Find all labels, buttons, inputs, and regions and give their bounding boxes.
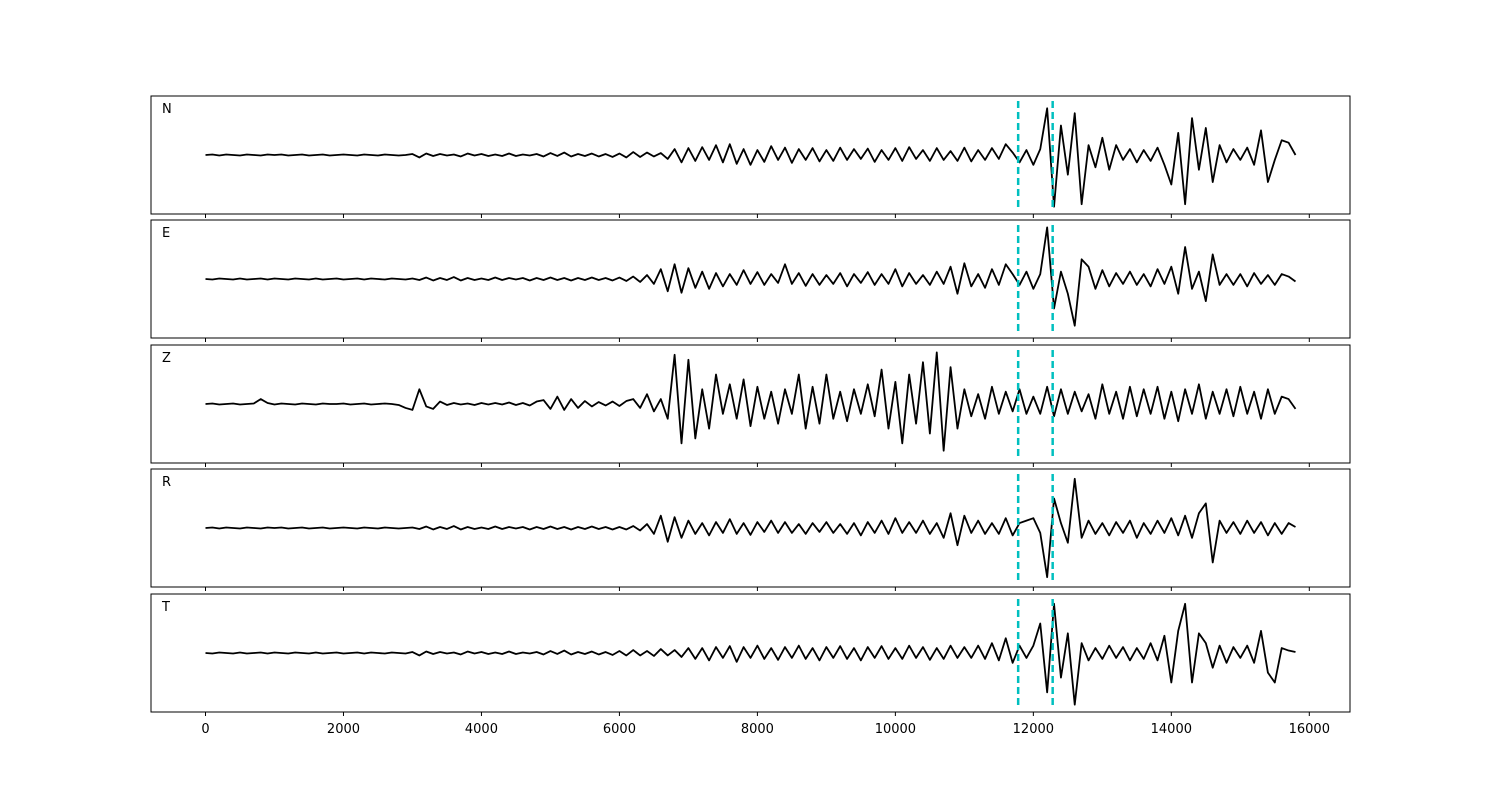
panel-frame	[150, 95, 1351, 215]
panel-label: E	[162, 226, 170, 241]
x-tick-label: 8000	[741, 722, 774, 737]
trace	[205, 351, 1297, 452]
panel-frame	[150, 593, 1351, 713]
panel-label: R	[162, 475, 171, 490]
panel-label: T	[161, 600, 170, 615]
panel-frame	[150, 219, 1351, 339]
trace	[205, 226, 1297, 327]
x-tick-label: 12000	[1013, 722, 1054, 737]
trace	[205, 602, 1296, 706]
trace	[205, 107, 1297, 208]
panel-frame	[150, 344, 1351, 464]
panel-label: Z	[162, 351, 171, 366]
x-tick-label: 10000	[875, 722, 916, 737]
x-tick-label: 6000	[603, 722, 636, 737]
x-tick-label: 2000	[327, 722, 360, 737]
x-tick-label: 4000	[465, 722, 498, 737]
x-tick-label: 16000	[1289, 722, 1330, 737]
x-tick-label: 0	[201, 722, 209, 737]
trace	[205, 477, 1296, 579]
panel-frame	[150, 468, 1351, 588]
panel-label: N	[162, 102, 172, 117]
x-tick-label: 14000	[1151, 722, 1192, 737]
